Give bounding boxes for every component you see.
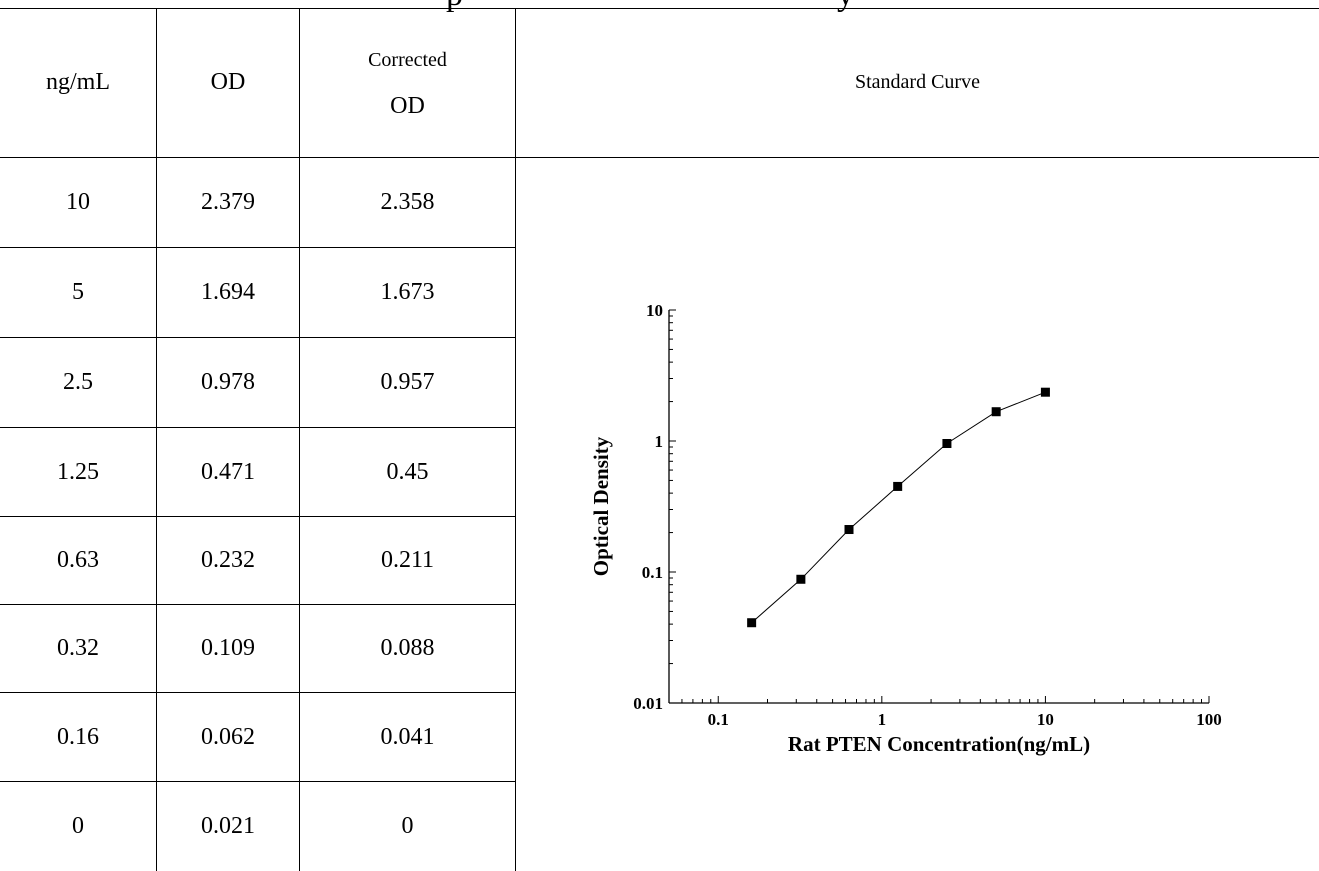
header-ng-ml: ng/mL	[46, 69, 110, 95]
header-standard-curve: Standard Curve	[855, 71, 980, 93]
x-axis-title: Rat PTEN Concentration(ng/mL)	[788, 732, 1090, 756]
x-tick-label: 10	[1037, 710, 1054, 729]
page-title-fragment: p y	[200, 0, 1100, 12]
header-corrected-line2: OD	[390, 92, 425, 119]
data-point	[747, 618, 757, 628]
header-od: OD	[210, 69, 246, 95]
y-tick-label: 1	[655, 432, 664, 451]
series-line	[751, 391, 1046, 624]
table-cell-conc: 0.32	[57, 635, 99, 661]
table-cell-corrected: 0.211	[380, 547, 435, 573]
header-corrected-line1: Corrected	[368, 48, 447, 71]
table-cell-conc: 1.25	[57, 458, 99, 485]
table-cell-corrected: 0.041	[380, 723, 435, 750]
table-cell-conc: 0.16	[57, 723, 99, 750]
standard-curve-chart: 0.1 1 10 100 0.01 0.1 1 10 Rat PTEN Concentratio…	[589, 301, 1222, 756]
data-point	[893, 481, 903, 491]
table-cell-conc: 0.63	[57, 547, 99, 573]
table-cell-corrected: 2.358	[380, 189, 435, 215]
x-tick-label: 100	[1196, 710, 1222, 729]
x-tick-label: 0.1	[708, 710, 729, 729]
data-point	[942, 439, 952, 449]
table-cell-od: 0.062	[201, 723, 255, 750]
table-cell-corrected: 0.957	[380, 369, 435, 395]
table-cell-corrected: 0.45	[386, 458, 429, 485]
x-tick-label: 1	[878, 710, 887, 729]
data-point	[991, 407, 1001, 417]
table-cell-od: 0.978	[201, 369, 255, 395]
table-cell-conc: 0	[72, 813, 84, 839]
table-cell-conc: 2.5	[63, 369, 93, 395]
y-tick-label: 0.1	[642, 563, 663, 582]
y-axis-title: Optical Density	[589, 436, 613, 576]
table-cell-corrected: 0.088	[380, 635, 435, 661]
table-cell-conc: 5	[72, 279, 84, 305]
header-corrected-od: Corrected OD	[300, 8, 515, 157]
table-cell-od: 2.379	[201, 189, 255, 215]
y-tick-label: 0.01	[633, 694, 663, 713]
data-point	[844, 525, 854, 535]
data-point	[1040, 387, 1050, 397]
data-point	[796, 574, 806, 584]
table-cell-od: 1.694	[201, 279, 255, 305]
y-tick-label: 10	[646, 301, 663, 320]
table-cell-od: 0.021	[201, 813, 255, 839]
table-cell-od: 0.109	[201, 635, 255, 661]
table-cell-od: 0.471	[201, 458, 255, 485]
table-cell-corrected: 0	[401, 813, 414, 839]
table-cell-corrected: 1.673	[380, 279, 435, 305]
table-cell-conc: 10	[66, 189, 90, 215]
table-cell-od: 0.232	[201, 547, 255, 573]
